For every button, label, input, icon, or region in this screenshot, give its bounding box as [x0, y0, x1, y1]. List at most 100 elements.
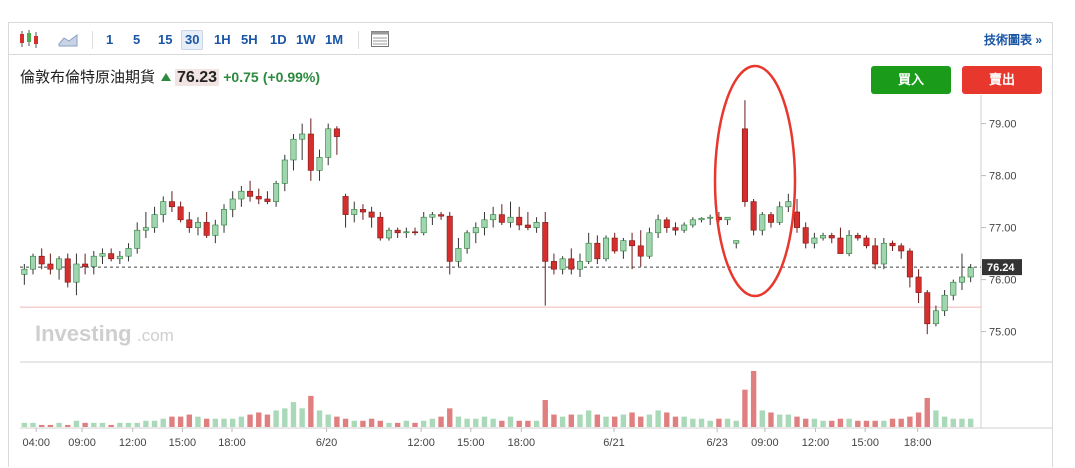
volume-bar [803, 418, 809, 427]
volume-bar [325, 414, 331, 427]
volume-bar [377, 420, 383, 427]
y-tick-label: 77.00 [989, 223, 1017, 235]
candle [802, 227, 809, 244]
candle [64, 258, 71, 283]
volume-bar [56, 422, 62, 427]
area-chart-icon[interactable] [57, 29, 79, 49]
volume-bar [386, 422, 392, 427]
candle [134, 229, 141, 249]
volume-bar [655, 410, 661, 427]
toolbar-divider [92, 31, 93, 49]
timeframe-1m[interactable]: 1M [325, 32, 344, 47]
volume-bar [681, 416, 687, 427]
timeframe-30[interactable]: 30 [181, 30, 204, 50]
candle [663, 219, 670, 228]
timeframe-1h[interactable]: 1H [214, 32, 231, 47]
volume-bar [403, 420, 410, 427]
candle [498, 214, 505, 223]
candle [507, 216, 514, 223]
candle [325, 128, 332, 158]
instrument-name: 倫敦布倫特原油期貨 [20, 69, 156, 86]
volume-bar [221, 418, 227, 427]
candle [342, 196, 349, 215]
candlestick-icon[interactable] [18, 29, 40, 49]
volume-bar [776, 414, 783, 427]
volume-bar [203, 418, 210, 427]
last-price: 76.23 [175, 69, 220, 86]
candle [967, 267, 974, 278]
volume-bar [724, 418, 731, 427]
volume-bar [368, 418, 375, 427]
timeframe-15[interactable]: 15 [158, 32, 173, 47]
volume-bar [533, 420, 540, 427]
volume-bar [585, 410, 592, 427]
volume-bar [855, 420, 861, 427]
candle [151, 214, 158, 228]
volume-bar [481, 416, 488, 427]
volume-bar [716, 418, 722, 427]
volume-bar [907, 416, 913, 427]
volume-bar [473, 418, 479, 427]
volume-bar [490, 418, 496, 427]
candle [689, 219, 696, 226]
table-icon[interactable] [369, 29, 391, 49]
volume-bar [212, 418, 219, 427]
timeframe-5[interactable]: 5 [133, 32, 141, 47]
x-tick-label: 18:00 [508, 437, 536, 449]
volume-bar [820, 420, 826, 427]
instrument-header: 倫敦布倫特原油期貨 76.23 +0.75 (+0.99%) [20, 66, 320, 87]
volume-bar [256, 412, 262, 427]
candle [820, 235, 827, 239]
volume-bar [447, 408, 453, 427]
timeframe-1d[interactable]: 1D [270, 32, 287, 47]
volume-bar [91, 422, 97, 427]
last-price-tag [982, 259, 1022, 276]
y-tick-label: 78.00 [989, 171, 1017, 183]
volume-bar [464, 418, 470, 427]
candle [603, 237, 610, 260]
volume-bar [421, 420, 427, 427]
candle [351, 209, 358, 215]
volume-bar [872, 420, 878, 427]
volume-bar [177, 416, 184, 427]
sell-button[interactable]: 賣出 [962, 66, 1042, 94]
candle [125, 248, 132, 257]
volume-bar [967, 418, 974, 427]
volume-bar [30, 422, 36, 427]
timeframe-1w[interactable]: 1W [296, 32, 316, 47]
volume-bar [759, 410, 765, 427]
technical-chart-link[interactable]: 技術圖表 » [983, 33, 1042, 47]
volume-bar [594, 414, 601, 427]
candle [255, 196, 262, 200]
x-tick-label: 12:00 [119, 437, 147, 449]
timeframe-1[interactable]: 1 [106, 32, 114, 47]
up-arrow-icon [161, 73, 172, 81]
buy-button[interactable]: 買入 [871, 66, 951, 94]
volume-bar [412, 422, 418, 427]
candle [56, 258, 63, 270]
candle [741, 128, 748, 202]
volume-bar [898, 418, 904, 427]
candle [672, 227, 679, 231]
candle [837, 237, 844, 254]
timeframe-5h[interactable]: 5H [241, 32, 258, 47]
candle [472, 227, 479, 234]
candle [116, 255, 123, 260]
candle [290, 138, 297, 161]
x-tick-label: 09:00 [751, 437, 779, 449]
volume-bar [334, 416, 340, 427]
volume-bar [108, 424, 114, 427]
candle [750, 201, 757, 231]
candle [464, 232, 471, 249]
candle [707, 216, 714, 219]
candle [568, 258, 575, 270]
x-tick-label: 12:00 [802, 437, 830, 449]
volume-bar [134, 422, 140, 427]
candle [281, 159, 288, 184]
volume-bar [785, 414, 792, 427]
volume-bar [707, 420, 713, 427]
volume-bar [342, 418, 349, 427]
candle [932, 310, 939, 325]
volume-bar [837, 418, 844, 427]
